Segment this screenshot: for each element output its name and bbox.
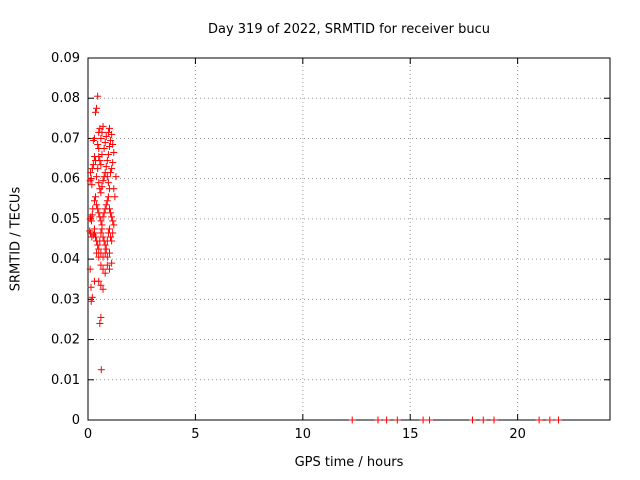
chart-title: Day 319 of 2022, SRMTID for receiver buc… [207,22,491,37]
data-points [86,92,562,424]
y-tick-label: 0 [72,413,80,428]
y-tick-label: 0.07 [51,131,80,146]
y-tick-label: 0.06 [51,172,80,187]
y-tick-label: 0.08 [51,91,80,106]
y-tick-label: 0.03 [51,292,80,307]
plot-border [87,57,611,421]
axis-ticks: 0 5 10 15 20 0 0.01 0.02 0.03 0.04 0.05 0.06 0.07 0.0… [51,51,610,442]
x-tick-label: 0 [84,427,92,442]
y-tick-label: 0.09 [51,51,80,66]
grid-lines [88,58,610,420]
x-axis-label: GPS time / hours [294,455,404,470]
x-tick-label: 5 [191,427,199,442]
x-tick-label: 15 [402,427,419,442]
y-tick-label: 0.05 [51,212,80,227]
y-tick-label: 0.04 [51,252,80,267]
y-tick-label: 0.02 [51,333,80,348]
x-tick-label: 10 [295,427,312,442]
y-tick-label: 0.01 [51,373,80,388]
x-tick-label: 20 [509,427,526,442]
